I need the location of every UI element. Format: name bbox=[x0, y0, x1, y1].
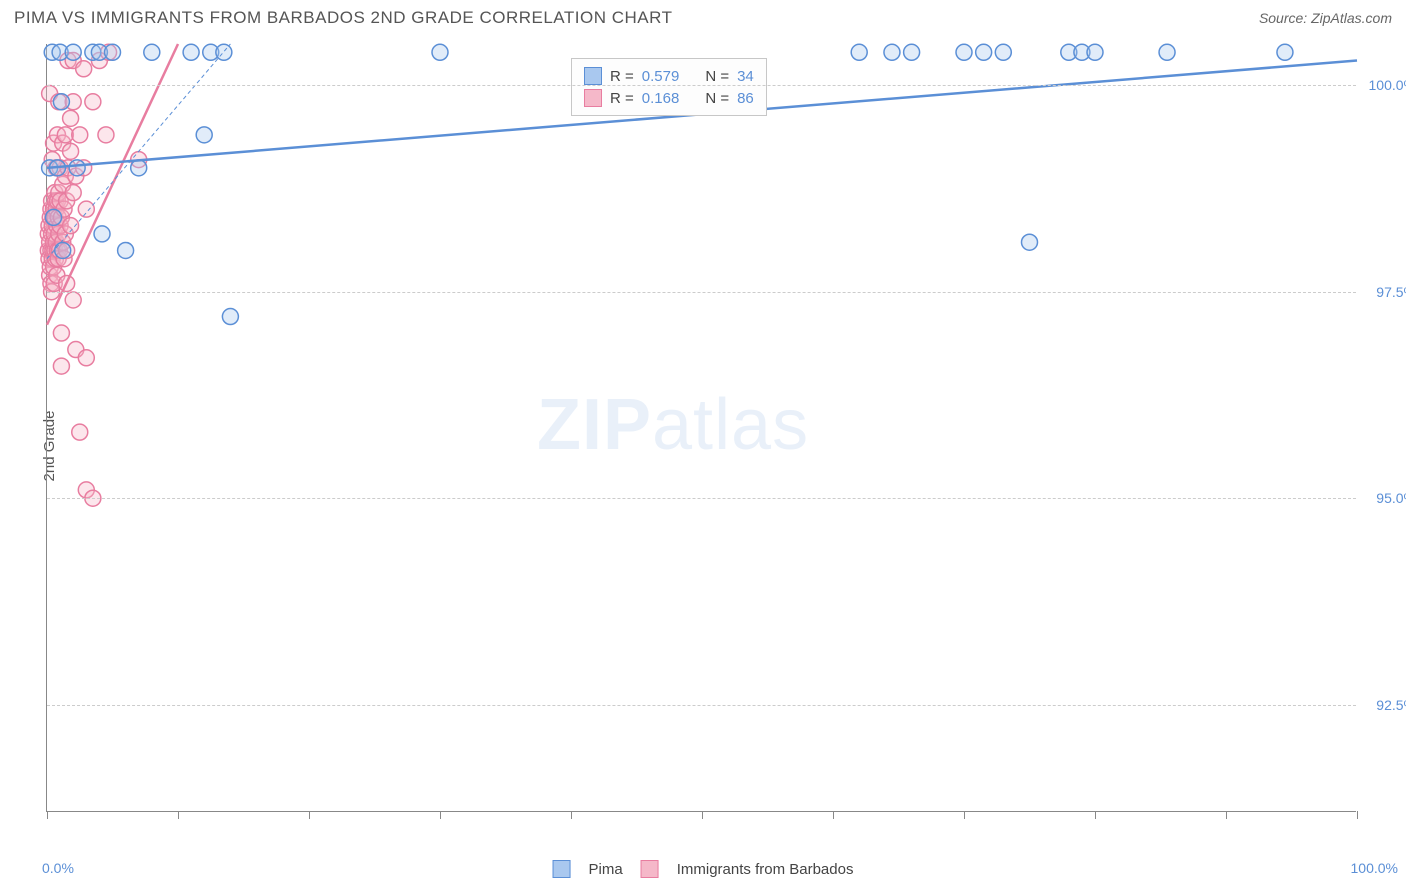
x-tick bbox=[47, 811, 48, 819]
data-point bbox=[118, 242, 134, 258]
data-point bbox=[53, 358, 69, 374]
data-point bbox=[995, 44, 1011, 60]
x-tick bbox=[440, 811, 441, 819]
y-tick-label: 92.5% bbox=[1361, 697, 1406, 713]
bottom-swatch-series1 bbox=[553, 860, 571, 878]
n-value-series1: 34 bbox=[737, 68, 754, 85]
n-value-series2: 86 bbox=[737, 90, 754, 107]
chart-title: PIMA VS IMMIGRANTS FROM BARBADOS 2ND GRA… bbox=[14, 8, 672, 28]
data-point bbox=[63, 110, 79, 126]
data-point bbox=[65, 44, 81, 60]
legend-swatch-series2 bbox=[584, 89, 602, 107]
y-tick-label: 97.5% bbox=[1361, 284, 1406, 300]
data-point bbox=[884, 44, 900, 60]
bottom-swatch-series2 bbox=[641, 860, 659, 878]
x-tick-label-min: 0.0% bbox=[42, 860, 74, 876]
data-point bbox=[976, 44, 992, 60]
data-point bbox=[55, 242, 71, 258]
data-point bbox=[53, 325, 69, 341]
data-point bbox=[72, 127, 88, 143]
grid-line bbox=[47, 85, 1356, 86]
data-point bbox=[57, 127, 73, 143]
grid-line bbox=[47, 292, 1356, 293]
grid-line bbox=[47, 705, 1356, 706]
data-point bbox=[131, 160, 147, 176]
data-point bbox=[904, 44, 920, 60]
n-label: N = bbox=[705, 68, 729, 85]
data-point bbox=[851, 44, 867, 60]
data-point bbox=[1159, 44, 1175, 60]
legend-swatch-series1 bbox=[584, 67, 602, 85]
data-point bbox=[956, 44, 972, 60]
x-tick bbox=[309, 811, 310, 819]
data-point bbox=[72, 424, 88, 440]
chart-plot-area: ZIPatlas R = 0.579 N = 34 R = 0.168 N = … bbox=[46, 44, 1356, 812]
data-point bbox=[222, 309, 238, 325]
data-point bbox=[78, 350, 94, 366]
y-tick-label: 100.0% bbox=[1361, 77, 1406, 93]
source-attribution: Source: ZipAtlas.com bbox=[1259, 10, 1392, 26]
x-tick bbox=[178, 811, 179, 819]
data-point bbox=[98, 127, 114, 143]
data-point bbox=[65, 292, 81, 308]
r-label: R = bbox=[610, 68, 634, 85]
data-point bbox=[183, 44, 199, 60]
r-value-series2: 0.168 bbox=[642, 90, 680, 107]
bottom-label-series1: Pima bbox=[589, 861, 623, 878]
data-point bbox=[76, 61, 92, 77]
x-tick bbox=[1095, 811, 1096, 819]
data-point bbox=[216, 44, 232, 60]
x-tick-label-max: 100.0% bbox=[1351, 860, 1398, 876]
bottom-label-series2: Immigrants from Barbados bbox=[677, 861, 854, 878]
y-tick-label: 95.0% bbox=[1361, 490, 1406, 506]
data-point bbox=[1277, 44, 1293, 60]
x-tick bbox=[1357, 811, 1358, 819]
data-point bbox=[65, 185, 81, 201]
data-point bbox=[144, 44, 160, 60]
x-tick bbox=[964, 811, 965, 819]
data-point bbox=[53, 94, 69, 110]
data-point bbox=[1022, 234, 1038, 250]
data-point bbox=[46, 209, 62, 225]
stats-row-series2: R = 0.168 N = 86 bbox=[584, 87, 754, 109]
stats-row-series1: R = 0.579 N = 34 bbox=[584, 65, 754, 87]
scatter-svg bbox=[47, 44, 1356, 811]
r-value-series1: 0.579 bbox=[642, 68, 680, 85]
stats-legend: R = 0.579 N = 34 R = 0.168 N = 86 bbox=[571, 58, 767, 116]
data-point bbox=[69, 160, 85, 176]
data-point bbox=[94, 226, 110, 242]
r-label-2: R = bbox=[610, 90, 634, 107]
x-tick bbox=[571, 811, 572, 819]
grid-line bbox=[47, 498, 1356, 499]
x-tick bbox=[702, 811, 703, 819]
data-point bbox=[85, 94, 101, 110]
x-tick bbox=[1226, 811, 1227, 819]
data-point bbox=[78, 201, 94, 217]
data-point bbox=[1087, 44, 1103, 60]
data-point bbox=[105, 44, 121, 60]
n-label-2: N = bbox=[705, 90, 729, 107]
data-point bbox=[432, 44, 448, 60]
bottom-legend: Pima Immigrants from Barbados bbox=[553, 860, 854, 878]
x-tick bbox=[833, 811, 834, 819]
data-point bbox=[196, 127, 212, 143]
data-point bbox=[63, 143, 79, 159]
